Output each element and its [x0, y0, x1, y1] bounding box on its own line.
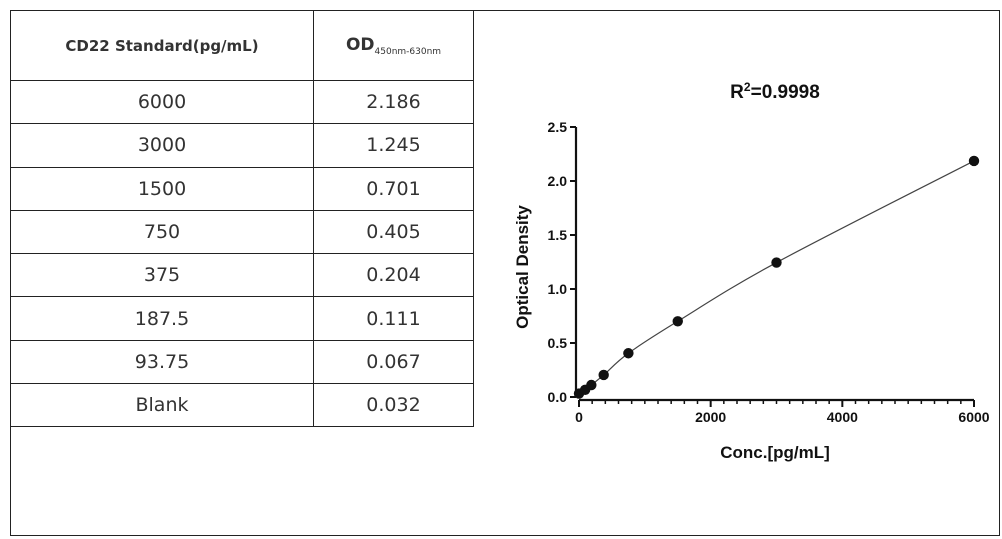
table-row: 93.75 0.067	[10, 339, 474, 385]
cell-od: 0.204	[313, 253, 474, 298]
cell-od: 2.186	[313, 79, 474, 125]
cell-od: 0.032	[313, 383, 474, 428]
standard-curve-chart: R2=0.9998 0.0 0.5 1.0 1.5 2.0 2.5 0 2000 4000 600…	[475, 11, 999, 535]
y-axis-label: Optical Density	[513, 205, 532, 329]
data-point	[968, 155, 980, 167]
table-row: 187.5 0.111	[10, 296, 474, 341]
data-point	[672, 316, 683, 327]
fit-curve	[578, 160, 975, 395]
header-od-subscript: 450nm-630nm	[374, 46, 442, 57]
chart-title: R2=0.9998	[730, 80, 820, 103]
x-tick-label: 2000	[695, 409, 726, 425]
cell-concentration: 3000	[10, 123, 314, 168]
title-r: R	[730, 82, 744, 103]
title-superscript: 2	[744, 80, 751, 94]
cell-concentration: Blank	[10, 383, 314, 428]
cell-concentration: 1500	[10, 166, 314, 211]
standard-table: CD22 Standard(pg/mL) OD450nm-630nm 6000 2…	[10, 10, 474, 428]
cell-concentration: 750	[10, 209, 314, 255]
table-row: 3000 1.245	[10, 123, 474, 168]
table-row: Blank 0.032	[10, 383, 474, 428]
table-row: 1500 0.701	[10, 166, 474, 211]
table-row: 375 0.204	[10, 253, 474, 298]
cell-od: 0.701	[313, 166, 474, 211]
table-row: 750 0.405	[10, 209, 474, 255]
cell-concentration: 375	[10, 253, 314, 298]
cell-od: 0.067	[313, 339, 474, 385]
data-point	[598, 369, 609, 381]
x-tick-label: 6000	[958, 409, 989, 425]
table-row: 6000 2.186	[10, 79, 474, 125]
cell-od: 1.245	[313, 123, 474, 168]
header-od-label: OD	[345, 34, 375, 55]
cell-od: 0.111	[313, 296, 474, 341]
y-tick-label: 1.5	[548, 227, 568, 243]
y-tick-label: 0.0	[548, 389, 568, 405]
cell-od: 0.405	[313, 209, 474, 255]
y-tick-label: 0.5	[548, 335, 568, 351]
y-tick-label: 2.5	[548, 119, 568, 135]
data-point	[586, 379, 597, 391]
y-tick-label: 2.0	[548, 173, 568, 189]
x-axis-label: Conc.[pg/mL]	[720, 443, 830, 462]
cell-concentration: 6000	[10, 79, 314, 125]
cell-concentration: 187.5	[10, 296, 314, 341]
chart-svg: R2=0.9998 0.0 0.5 1.0 1.5 2.0 2.5 0 2000 4000 600…	[513, 80, 990, 462]
data-point	[623, 348, 634, 359]
y-tick-label: 1.0	[548, 281, 568, 297]
x-tick-label: 4000	[827, 409, 858, 425]
header-concentration: CD22 Standard(pg/mL)	[10, 10, 314, 81]
cell-concentration: 93.75	[10, 339, 314, 385]
table-header-row: CD22 Standard(pg/mL) OD450nm-630nm	[10, 10, 474, 81]
header-concentration-label: CD22 Standard(pg/mL)	[65, 36, 259, 55]
header-od: OD450nm-630nm	[313, 10, 474, 81]
x-tick-label: 0	[575, 409, 583, 425]
title-value: =0.9998	[751, 82, 820, 103]
data-point	[771, 257, 782, 268]
